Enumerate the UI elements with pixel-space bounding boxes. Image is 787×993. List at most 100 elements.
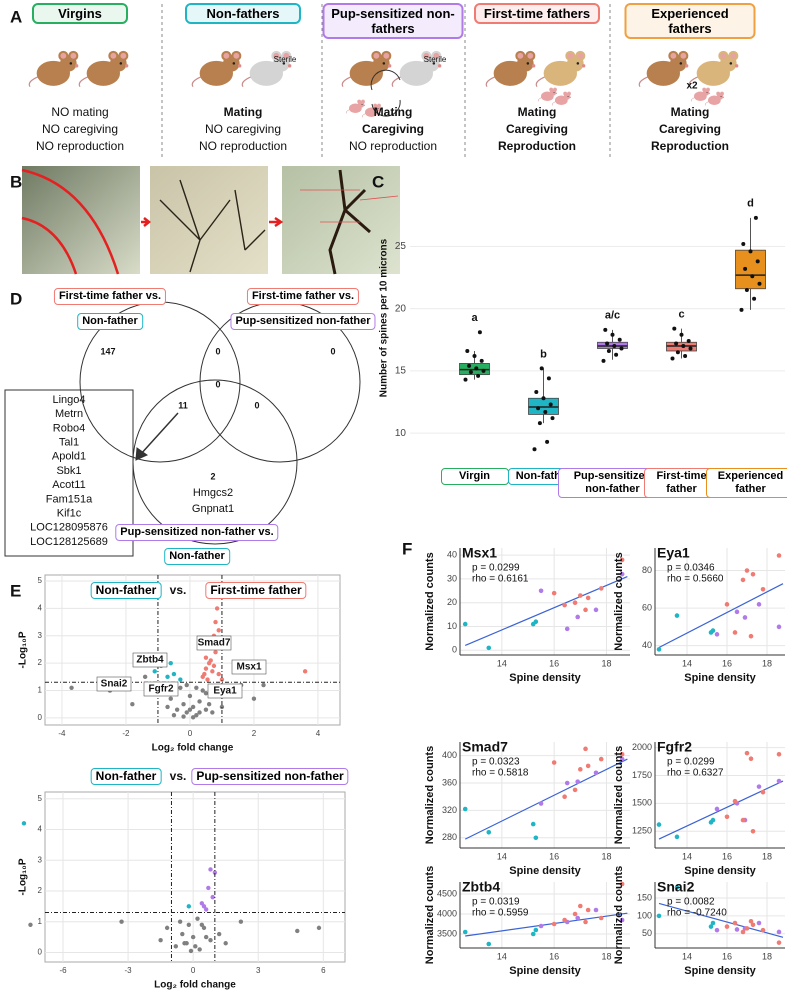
data-point xyxy=(578,767,583,772)
data-point xyxy=(538,923,544,929)
y-tick-label: 2 xyxy=(38,886,43,895)
data-point xyxy=(724,924,730,929)
x-tick-label: 16 xyxy=(549,951,559,961)
gene-name: Apold1 xyxy=(52,451,86,463)
data-point xyxy=(598,586,604,591)
data-point xyxy=(165,704,170,710)
data-point xyxy=(152,669,157,674)
data-point xyxy=(533,835,539,841)
data-point xyxy=(674,834,680,840)
significance-letter: c xyxy=(678,308,684,320)
stat-annotation: p = 0.0323 xyxy=(472,757,520,768)
y-tick-label: 5 xyxy=(38,576,43,585)
y-axis-title: -Log₁₀P xyxy=(18,631,29,668)
data-point xyxy=(190,704,196,710)
group-condition: Caregiving xyxy=(362,122,424,136)
gene-name: Kif1c xyxy=(57,508,82,520)
x-tick-label: 14 xyxy=(682,658,692,668)
y-tick-label: 150 xyxy=(637,892,652,902)
data-point xyxy=(486,829,492,835)
x-tick-label: 6 xyxy=(321,966,326,975)
data-point xyxy=(575,779,580,784)
data-point xyxy=(578,903,583,909)
y-tick-label: 4000 xyxy=(437,908,457,918)
gene-label: Msx1 xyxy=(236,662,261,673)
y-tick-label: 0 xyxy=(38,948,43,957)
data-point xyxy=(261,682,266,688)
venn-count: 0 xyxy=(254,400,259,410)
data-point xyxy=(251,696,257,701)
data-point xyxy=(187,707,193,712)
data-point xyxy=(548,402,553,407)
significance-letter: d xyxy=(747,198,754,210)
data-point xyxy=(598,756,604,762)
x-tick-label: 16 xyxy=(722,951,732,961)
data-point xyxy=(760,586,766,592)
data-point xyxy=(551,921,557,927)
data-point xyxy=(208,867,213,872)
arrow xyxy=(141,217,152,227)
data-point xyxy=(536,406,541,411)
venn-count: 147 xyxy=(100,346,115,356)
data-point xyxy=(756,920,762,926)
data-point xyxy=(193,944,198,949)
data-point xyxy=(216,671,221,677)
data-point xyxy=(202,671,207,677)
data-point xyxy=(564,780,570,786)
gene-name: Tal1 xyxy=(59,437,79,449)
data-point xyxy=(603,327,608,332)
group-condition: NO reproduction xyxy=(349,139,437,153)
y-tick-label: 80 xyxy=(642,565,652,575)
gene-label: Fgfr2 xyxy=(149,684,174,695)
data-point xyxy=(776,778,782,784)
litter-label: x2 xyxy=(686,81,698,92)
data-point xyxy=(168,696,173,701)
panel-label: C xyxy=(372,172,384,191)
neuron-image xyxy=(150,166,268,274)
data-point xyxy=(748,918,754,924)
data-point xyxy=(679,332,684,337)
chart-title: Smad7 xyxy=(462,739,508,755)
data-point xyxy=(724,814,730,820)
data-point xyxy=(194,685,199,690)
stat-annotation: rho = -0.7240 xyxy=(667,908,727,919)
stat-annotation: p = 0.0082 xyxy=(667,897,715,908)
data-point xyxy=(674,885,680,890)
plot-background xyxy=(44,574,341,726)
data-point xyxy=(168,660,173,666)
x-tick-label: 3 xyxy=(256,966,261,975)
venn-count: 0 xyxy=(215,379,220,389)
data-point xyxy=(593,770,599,776)
x-tick-label: 14 xyxy=(497,851,507,861)
y-tick-label: 1500 xyxy=(632,798,652,808)
gene-name: Sbk1 xyxy=(56,465,81,477)
gene-name: Acot11 xyxy=(52,479,85,491)
x-axis-title: Spine density xyxy=(684,672,756,684)
y-tick-label: 50 xyxy=(642,928,652,938)
data-point xyxy=(732,630,738,635)
y-tick-label: 320 xyxy=(442,805,457,815)
significance-letter: a xyxy=(471,312,478,324)
data-point xyxy=(748,633,754,639)
data-point xyxy=(575,915,580,921)
x-tick-label: 18 xyxy=(762,658,772,668)
data-point xyxy=(585,763,591,769)
y-axis-title: Normalized counts xyxy=(613,552,625,650)
data-point xyxy=(743,266,748,271)
group-condition: Mating xyxy=(518,105,557,119)
x-tick-label: 4 xyxy=(316,729,321,738)
venn-count: 2 xyxy=(210,471,215,481)
data-point xyxy=(710,628,716,633)
gene-name: LOC128095876 xyxy=(30,522,108,534)
data-point xyxy=(619,917,625,923)
data-point xyxy=(674,613,680,618)
data-point xyxy=(760,927,766,933)
group-title: Pup-sensitized non-fathers xyxy=(322,3,464,39)
data-point xyxy=(210,669,215,674)
data-point xyxy=(598,915,604,921)
arrow xyxy=(269,216,284,228)
data-point xyxy=(619,571,625,577)
gene-name: Lingo4 xyxy=(52,394,85,406)
x-tick-label: 0 xyxy=(188,729,193,738)
plot-background xyxy=(655,548,785,655)
